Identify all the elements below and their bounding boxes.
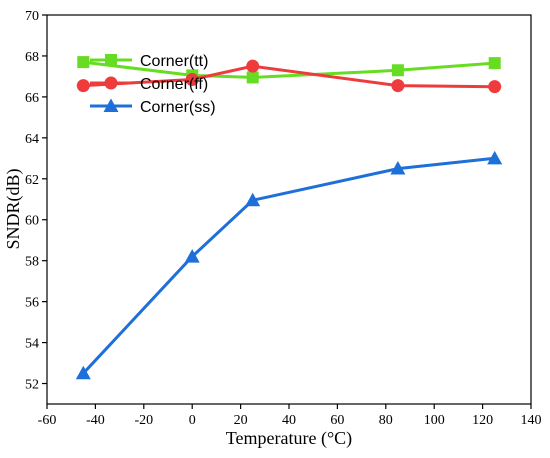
- data-point: [246, 59, 260, 73]
- y-tick-label: 62: [25, 173, 39, 188]
- data-point: [185, 72, 199, 86]
- y-tick-label: 58: [25, 255, 39, 270]
- series-0: [77, 56, 501, 84]
- data-point: [488, 80, 502, 94]
- y-tick-label: 56: [25, 296, 39, 311]
- x-tick-label: 60: [330, 413, 344, 428]
- data-point: [245, 192, 261, 207]
- data-point: [246, 71, 259, 84]
- legend-label: Corner(tt): [140, 53, 208, 70]
- x-tick-label: 120: [472, 413, 493, 428]
- x-tick-label: -20: [134, 413, 153, 428]
- legend-marker: [104, 76, 118, 90]
- series-1: [76, 59, 502, 94]
- y-tick-label: 52: [25, 378, 39, 393]
- data-point: [391, 64, 404, 77]
- x-tick-label: 20: [234, 413, 248, 428]
- y-tick-label: 68: [25, 50, 39, 65]
- data-point: [391, 79, 405, 93]
- y-tick-label: 60: [25, 214, 39, 229]
- x-tick-label: 80: [379, 413, 393, 428]
- x-axis-title: Temperature (°C): [226, 428, 352, 449]
- x-tick-label: 100: [424, 413, 445, 428]
- series-2: [75, 150, 503, 380]
- y-tick-label: 64: [25, 132, 39, 147]
- x-tick-label: 140: [521, 413, 542, 428]
- x-tick-label: 40: [282, 413, 296, 428]
- data-point: [487, 150, 503, 165]
- data-point: [488, 57, 501, 70]
- y-tick-label: 66: [25, 91, 39, 106]
- x-tick-label: -40: [86, 413, 105, 428]
- legend-label: Corner(ss): [140, 99, 216, 116]
- data-point: [184, 249, 200, 263]
- data-point: [77, 56, 90, 69]
- y-tick-label: 70: [25, 9, 39, 24]
- data-point: [76, 79, 90, 93]
- legend-label: Corner(ff): [140, 76, 208, 93]
- legend: Corner(tt) Corner(ff) Corner(ss): [90, 53, 216, 116]
- legend-marker: [103, 98, 119, 112]
- series-line: [82, 156, 495, 375]
- data-point: [75, 365, 91, 380]
- data-point: [390, 161, 406, 175]
- x-tick-label: -60: [38, 413, 57, 428]
- x-tick-label: 0: [189, 413, 196, 428]
- axis-ticks: -60 -40 -20 0 20 40 60 80 100 120 140 52 54 56 58 60 62 6…: [25, 9, 542, 428]
- y-tick-label: 54: [25, 337, 39, 352]
- series-layer: [75, 56, 503, 380]
- plot-frame: [46, 14, 532, 405]
- legend-marker: [105, 54, 117, 66]
- y-axis-title: SNDR(dB): [3, 168, 24, 249]
